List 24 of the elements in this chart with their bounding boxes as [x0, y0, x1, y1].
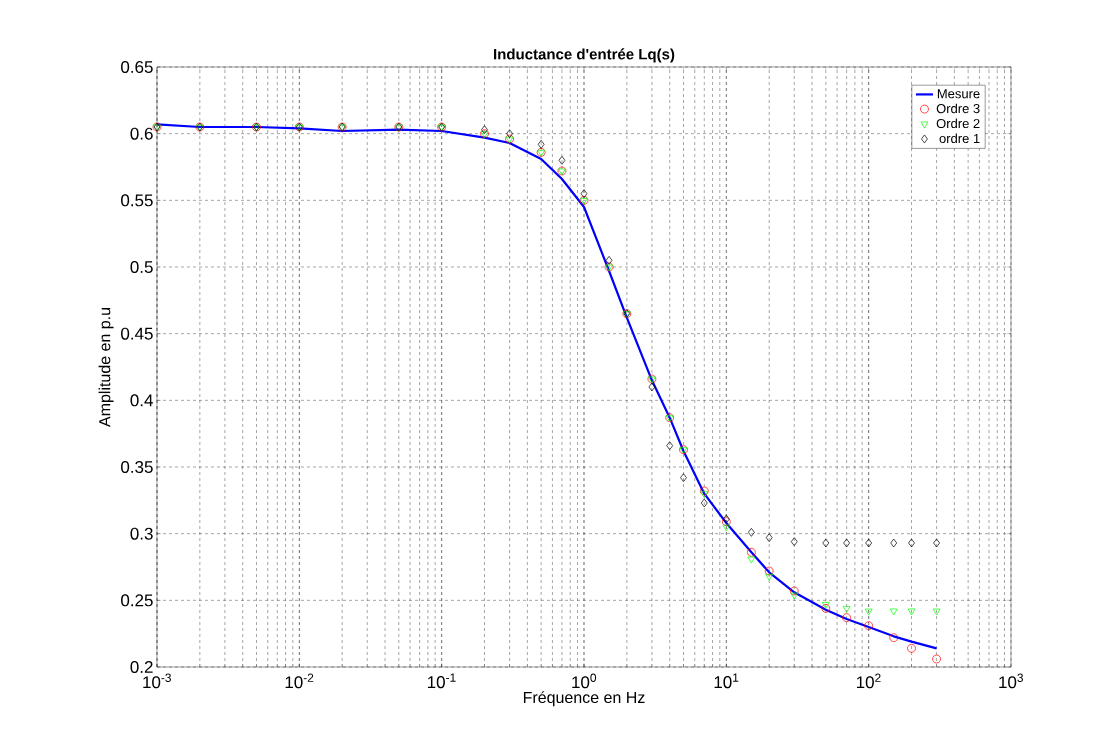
y-tick-label: 0.2: [130, 660, 153, 674]
legend-label: Ordre 2: [936, 118, 980, 129]
x-tick-label: 10$^{1}$: [714, 673, 739, 689]
x-tick-label: 10$^{0}$: [572, 673, 597, 689]
chart-title: Inductance d'entrée Lq(s): [494, 48, 675, 63]
y-axis-title: Amplitude en p.u: [98, 308, 114, 428]
legend-label: Mesure: [937, 89, 980, 99]
y-tick-label: 0.5: [130, 260, 153, 274]
y-tick-label: 0.6: [130, 127, 153, 140]
y-tick-label: 0.45: [121, 327, 153, 340]
x-axis-title: Fréquence en Hz: [523, 691, 645, 707]
y-tick-label: 0.4: [130, 394, 153, 407]
y-tick-label: 0.55: [121, 194, 153, 207]
y-tick-label: 0.35: [121, 460, 153, 474]
x-tick-label: 10$^{-3}$: [143, 673, 171, 689]
x-tick-label: 10$^{-2}$: [285, 673, 314, 689]
y-tick-label: 0.65: [121, 60, 153, 74]
x-tick-label: 10$^{-1}$: [427, 673, 456, 689]
y-tick-label: 0.25: [121, 594, 153, 607]
x-tick-label: 10$^{3}$: [999, 673, 1023, 689]
legend-label: Ordre 3: [936, 103, 980, 114]
legend-label: ordre 1: [939, 133, 980, 144]
y-tick-label: 0.3: [130, 527, 153, 540]
x-tick-label: 10$^{2}$: [856, 673, 881, 689]
